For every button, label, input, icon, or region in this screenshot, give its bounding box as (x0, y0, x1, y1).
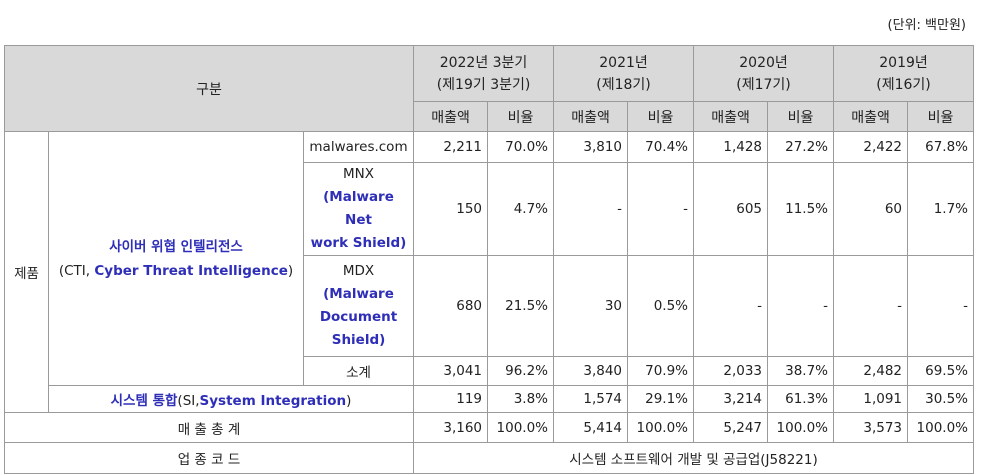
cell: 1,574 (553, 385, 629, 413)
cell: - (907, 255, 975, 357)
cti-label: 사이버 위협 인텔리전스 (CTI, Cyber Threat Intellige… (48, 131, 304, 386)
cell: 2,482 (833, 356, 909, 386)
header-period-2019: 2019년 (제16기) (833, 45, 975, 102)
cell: 60 (833, 162, 909, 256)
header-sales: 매출액 (553, 101, 629, 132)
cell: 3.8% (487, 385, 555, 413)
cell: 67.8% (907, 131, 975, 163)
cell: - (833, 255, 909, 357)
cell: 3,041 (413, 356, 489, 386)
cell: 1,091 (833, 385, 909, 413)
cell: 38.7% (767, 356, 835, 386)
row-label: MNX (Malware Net work Shield) (302, 162, 415, 256)
header-sales: 매출액 (693, 101, 769, 132)
cell: 1.7% (907, 162, 975, 256)
row-label: MDX (Malware Document Shield) (302, 255, 415, 357)
cell: 3,160 (413, 412, 489, 443)
row-si: 시스템 통합(SI,System Integration) 119 3.8% 1… (5, 385, 975, 413)
cell: 30 (553, 255, 629, 357)
header-ratio: 비율 (907, 101, 975, 132)
cell: 3,840 (553, 356, 629, 386)
cell: 3,573 (833, 412, 909, 443)
header-ratio: 비율 (767, 101, 835, 132)
cell: - (767, 255, 835, 357)
header-period-2021: 2021년 (제18기) (553, 45, 695, 102)
cell: 2,422 (833, 131, 909, 163)
cell: 100.0% (627, 412, 695, 443)
industry-code: 시스템 소프트웨어 개발 및 공급업(J58221) (413, 442, 975, 474)
row-label: 매 출 총 계 (3, 412, 415, 443)
row-label: 소계 (302, 356, 415, 386)
cell: 3,810 (553, 131, 629, 163)
header-category: 구분 (3, 45, 415, 132)
cell: 1,428 (693, 131, 769, 163)
revenue-table: 구분 2022년 3분기 (제19기 3분기) 2021년 (제18기) 2020년… (3, 45, 975, 474)
cell: 70.4% (627, 131, 695, 163)
products-label: 제품 (4, 131, 49, 413)
cell: 119 (413, 385, 489, 413)
cell: 100.0% (767, 412, 835, 443)
header-ratio: 비율 (487, 101, 555, 132)
cell: 2,211 (413, 131, 489, 163)
row-subtotal: 소계 3,041 96.2% 3,840 70.9% 2,033 38.7% 2… (5, 356, 975, 386)
header-sales: 매출액 (833, 101, 909, 132)
cell: 11.5% (767, 162, 835, 256)
cell: 69.5% (907, 356, 975, 386)
cell: 5,414 (553, 412, 629, 443)
cell: 29.1% (627, 385, 695, 413)
cell: 100.0% (487, 412, 555, 443)
header-period-2022q3: 2022년 3분기 (제19기 3분기) (413, 45, 555, 102)
row-industry: 업 종 코 드 시스템 소프트웨어 개발 및 공급업(J58221) (3, 442, 975, 474)
cell: 605 (693, 162, 769, 256)
cell: 5,247 (693, 412, 769, 443)
row-malwares: 제품 사이버 위협 인텔리전스 (CTI, Cyber Threat Intell… (4, 131, 975, 413)
si-label: 시스템 통합(SI,System Integration) (47, 385, 415, 413)
cell: 100.0% (907, 412, 975, 443)
cell: 2,033 (693, 356, 769, 386)
cell: 150 (413, 162, 489, 256)
cell: - (553, 162, 629, 256)
cell: 70.0% (487, 131, 555, 163)
cell: 0.5% (627, 255, 695, 357)
row-mdx: MDX (Malware Document Shield) 680 21.5% 30 … (5, 255, 975, 357)
unit-label: (단위: 백만원) (887, 18, 966, 33)
cell: 21.5% (487, 255, 555, 357)
row-mnx: MNX (Malware Net work Shield) 150 4.7% - -… (5, 162, 975, 256)
header-sales: 매출액 (413, 101, 489, 132)
cell: - (627, 162, 695, 256)
cell: 96.2% (487, 356, 555, 386)
row-label: 업 종 코 드 (3, 442, 415, 474)
cell: 4.7% (487, 162, 555, 256)
cell: - (693, 255, 769, 357)
header-ratio: 비율 (627, 101, 695, 132)
header-period-2020: 2020년 (제17기) (693, 45, 835, 102)
cell: 680 (413, 255, 489, 357)
cell: 27.2% (767, 131, 835, 163)
cell: 70.9% (627, 356, 695, 386)
cell: 30.5% (907, 385, 975, 413)
row-total: 매 출 총 계 3,160 100.0% 5,414 100.0% 5,247 … (3, 412, 975, 443)
row-label: malwares.com (302, 131, 415, 163)
cell: 3,214 (693, 385, 769, 413)
cell: 61.3% (767, 385, 835, 413)
